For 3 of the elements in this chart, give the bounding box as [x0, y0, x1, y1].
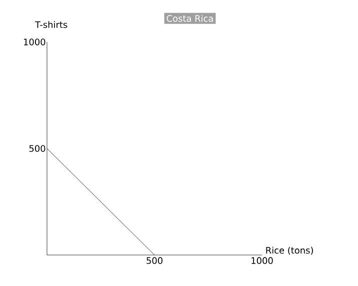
- x-axis-title: Rice (tons): [266, 246, 313, 255]
- chart-title: Costa Rica: [166, 14, 213, 22]
- y-axis-title: T-shirts: [34, 21, 68, 28]
